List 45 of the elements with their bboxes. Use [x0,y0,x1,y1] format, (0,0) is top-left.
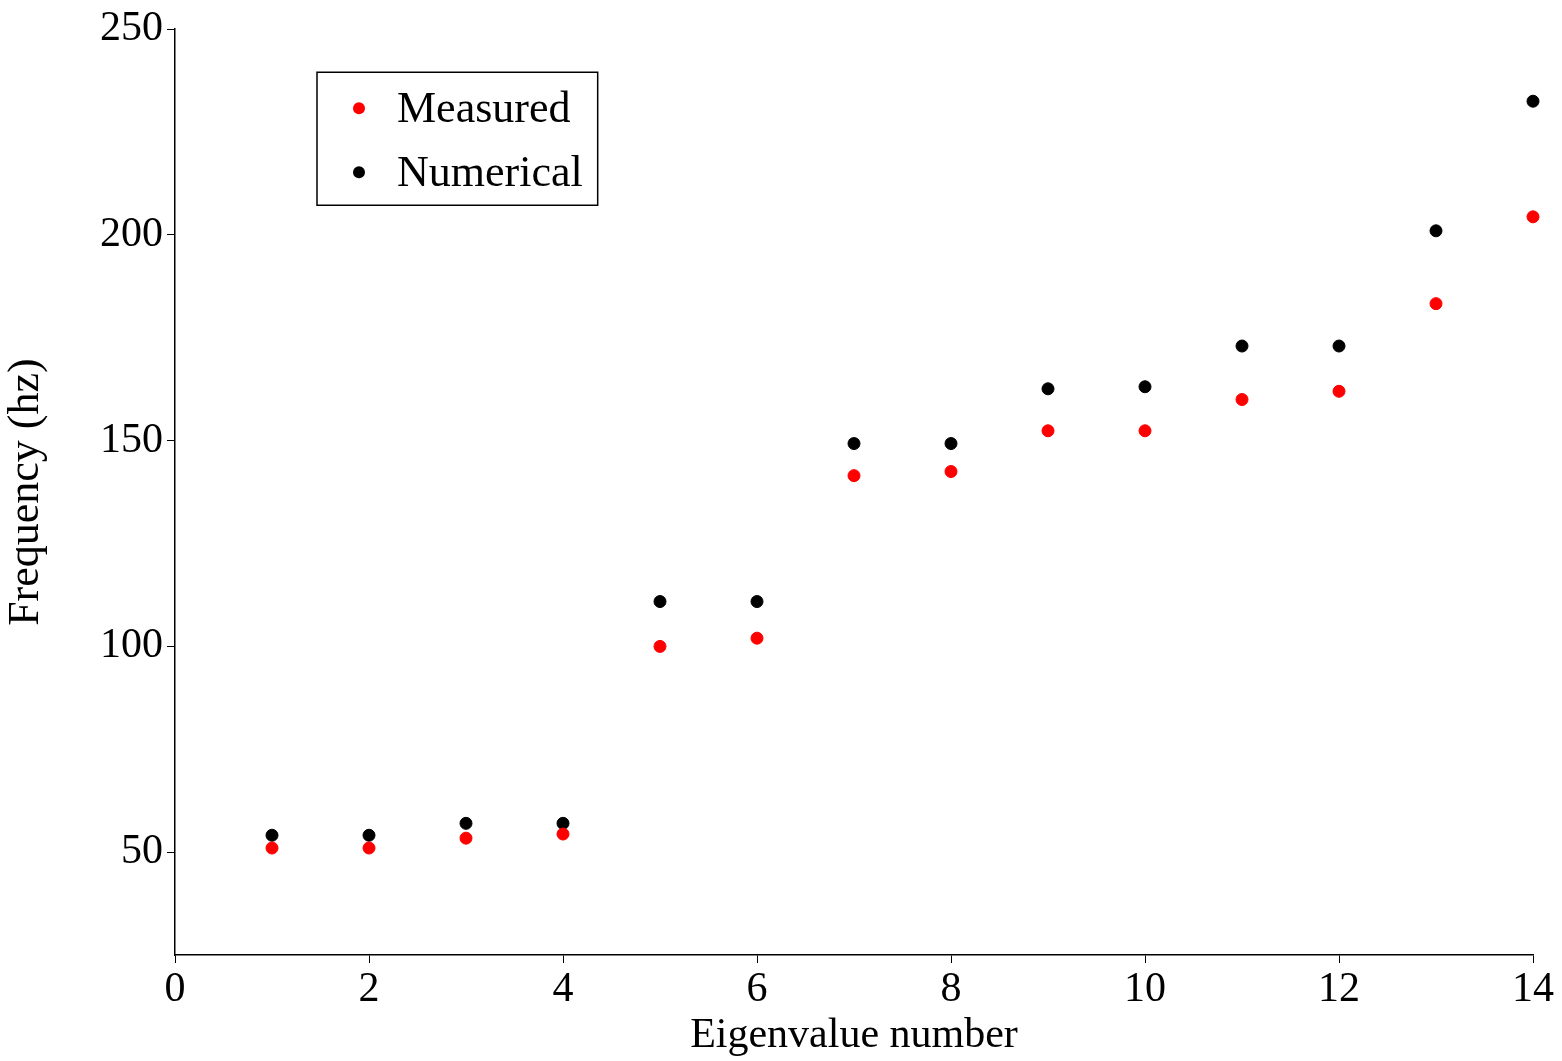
point [1138,424,1152,438]
y-tick-label: 100 [100,620,163,667]
y-tick-label: 150 [100,414,163,461]
point [265,828,279,842]
point [1235,393,1249,407]
point [847,437,861,451]
point [1138,380,1152,394]
x-tick-label: 8 [940,964,962,1011]
legend-label: Numerical [397,146,583,196]
x-tick-label: 6 [746,964,768,1011]
point [1041,424,1055,438]
point [1526,210,1540,224]
point [459,816,473,830]
legend-label: Measured [397,82,571,132]
x-tick-label: 4 [552,964,574,1011]
point [1332,384,1346,398]
x-tick-label: 14 [1512,964,1554,1011]
point [653,595,667,609]
y-tick-label: 50 [121,826,163,873]
point [1526,94,1540,108]
y-axis-title: Frequency (hz) [0,358,48,626]
point [556,816,570,830]
point [847,469,861,483]
point [459,831,473,845]
y-tick-label: 200 [100,208,163,255]
point [1332,339,1346,353]
point [362,841,376,855]
y-tick-label: 250 [100,3,163,50]
point [750,631,764,645]
point [653,639,667,653]
x-tick-label: 0 [164,964,186,1011]
point [750,595,764,609]
point [1041,382,1055,396]
point [1429,297,1443,311]
x-tick-label: 10 [1124,964,1166,1011]
point [944,465,958,479]
point [265,841,279,855]
point [362,828,376,842]
point [556,827,570,841]
point [1235,339,1249,353]
point [1429,224,1443,238]
x-tick-label: 12 [1318,964,1360,1011]
x-axis-title: Eigenvalue number [690,1009,1018,1056]
x-tick-label: 2 [358,964,380,1011]
point [944,437,958,451]
